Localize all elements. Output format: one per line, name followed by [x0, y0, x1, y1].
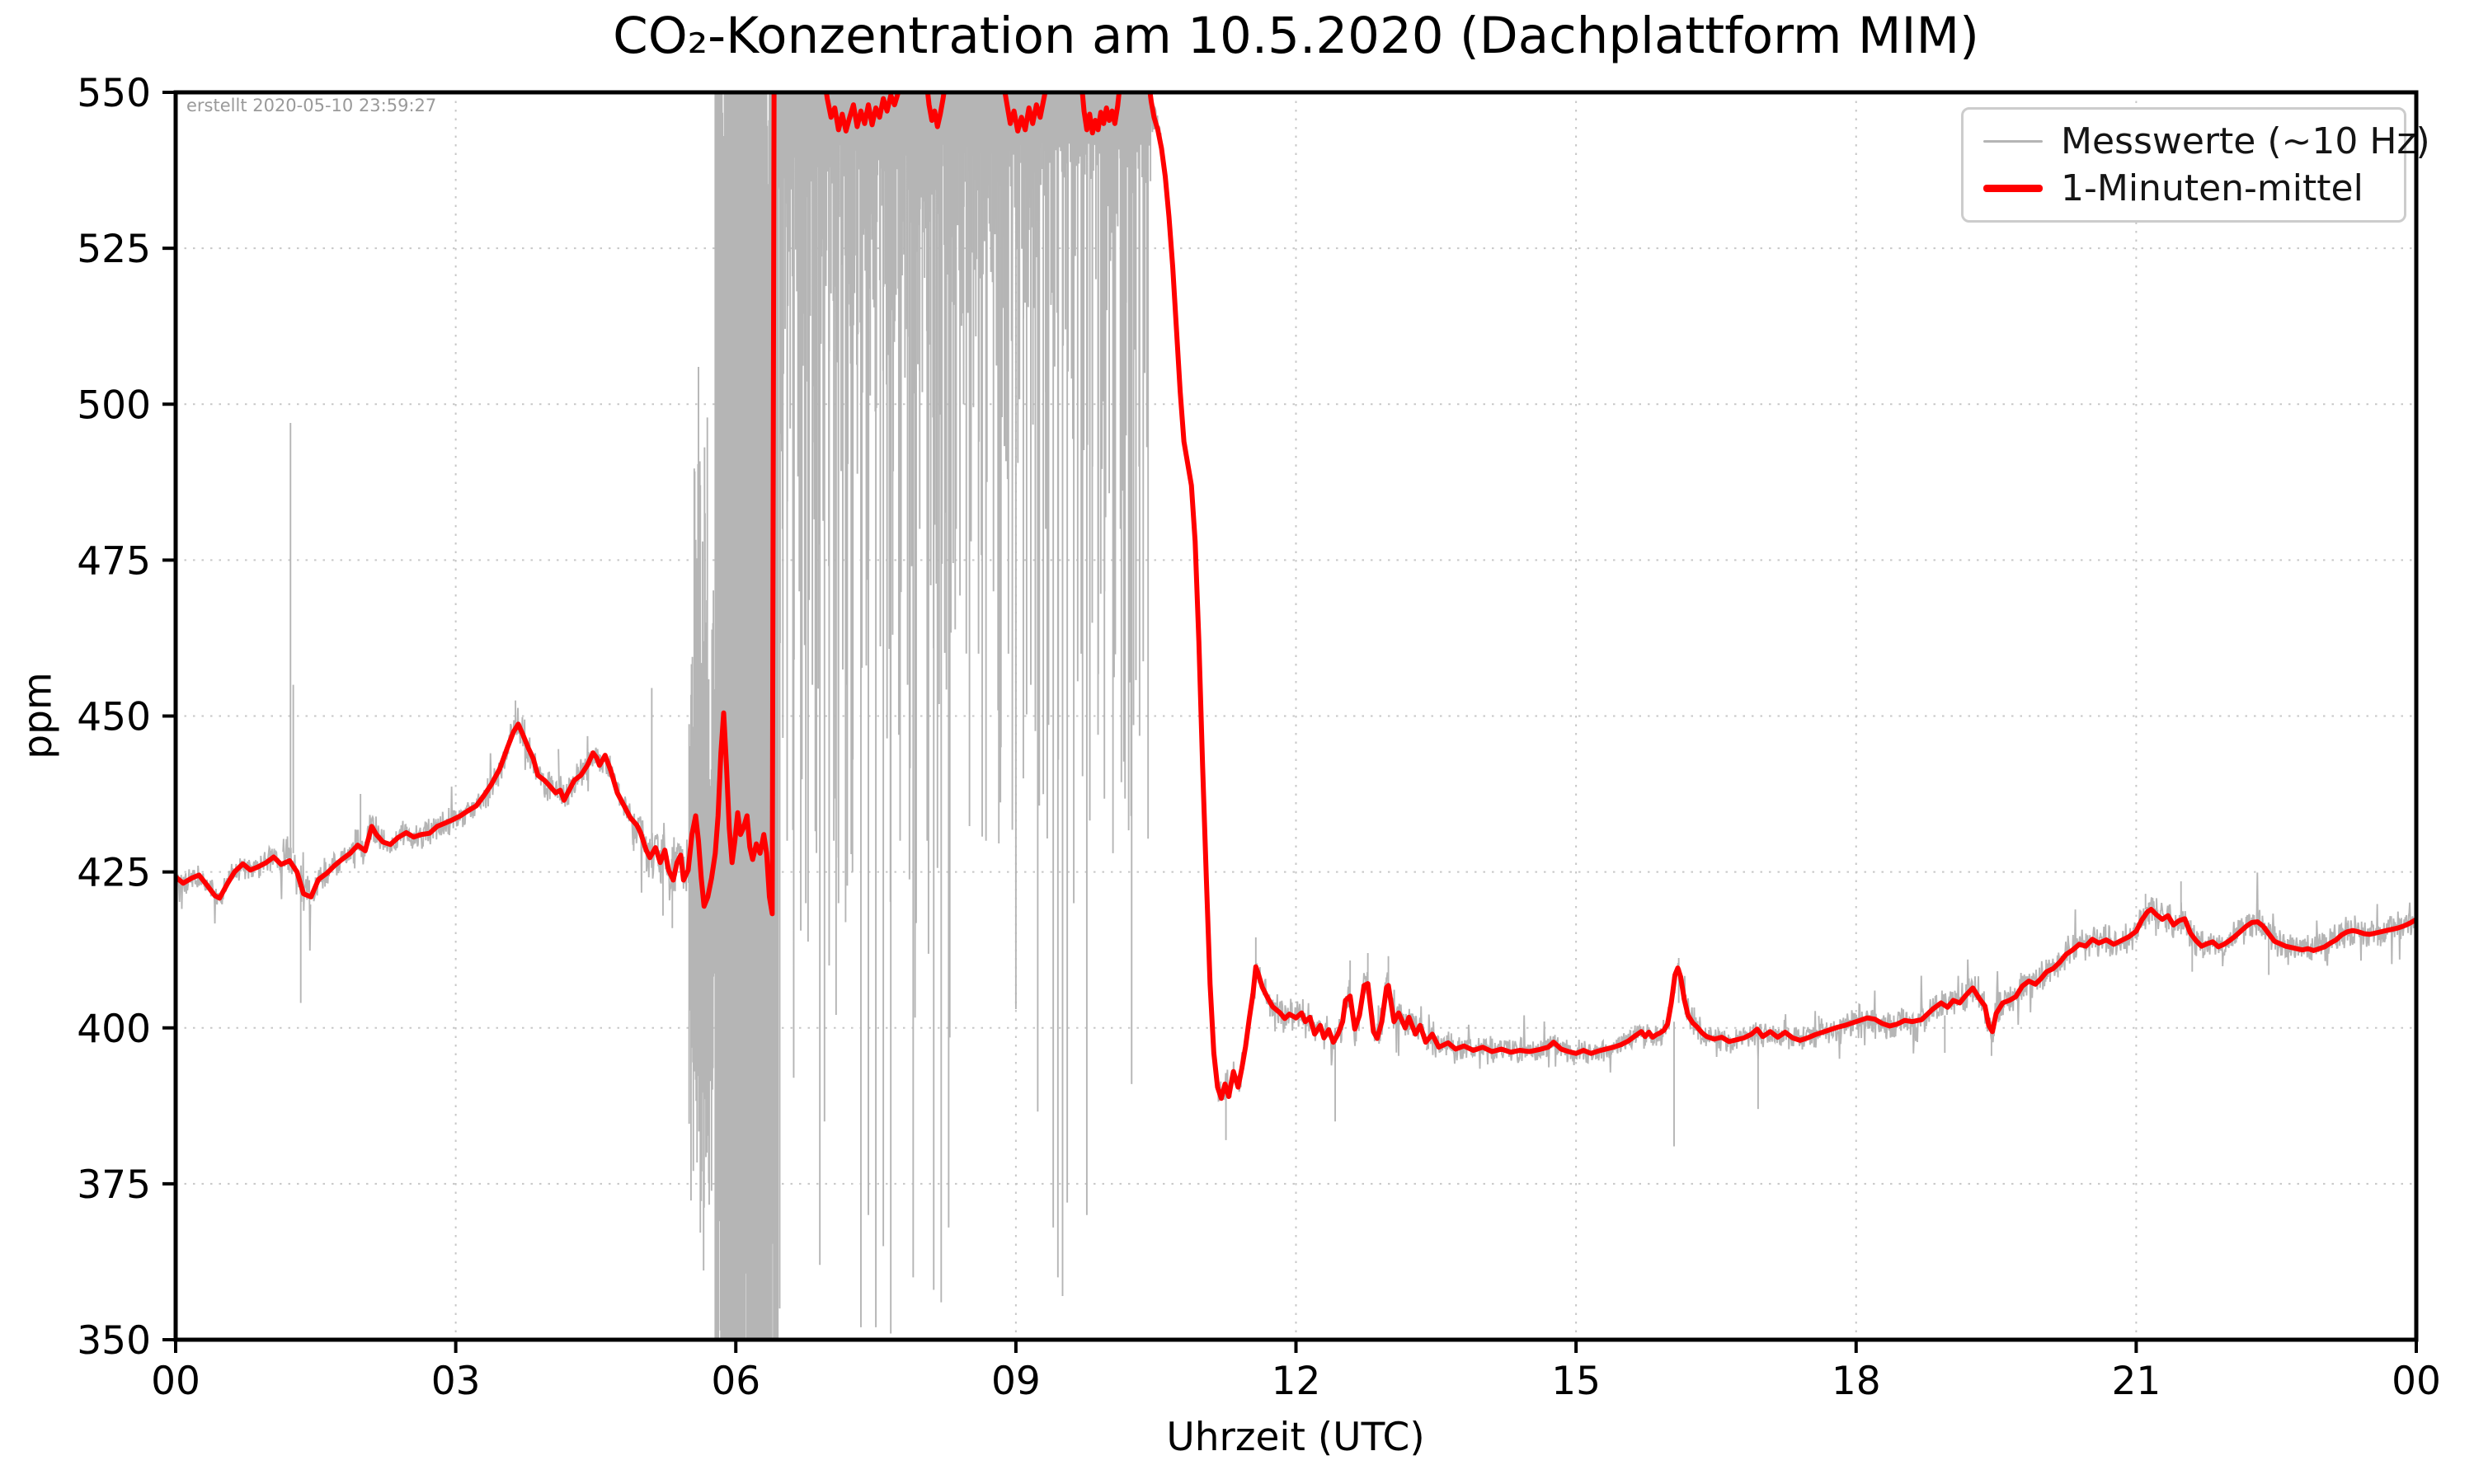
y-tick-label: 375: [77, 1162, 151, 1208]
legend-entry-mean: 1-Minuten-mittel: [1964, 167, 2404, 209]
y-tick-label: 400: [77, 1007, 151, 1052]
x-tick-label: 09: [991, 1359, 1041, 1404]
y-tick-label: 500: [77, 383, 151, 428]
mean-series-line-sample: [1983, 185, 2043, 193]
y-tick-label: 475: [77, 538, 151, 584]
chart-title: CO₂-Konzentration am 10.5.2020 (Dachplat…: [613, 7, 1979, 65]
raw-series-path: [176, 92, 2416, 1340]
gridlines: [175, 92, 2417, 1341]
y-tick-label: 350: [77, 1318, 151, 1364]
x-tick-label: 00: [151, 1359, 200, 1404]
legend-entry-raw: Messwerte (~10 Hz): [1964, 120, 2430, 162]
x-tick-label: 18: [1832, 1359, 1881, 1404]
axis-tick-labels: 00 03 06 09 12 15 18 21 003503754004254504755005…: [77, 71, 2441, 1404]
legend-label-raw: Messwerte (~10 Hz): [2061, 120, 2430, 162]
x-tick-label: 03: [431, 1359, 481, 1404]
y-axis-label: ppm: [15, 672, 61, 759]
y-tick-label: 450: [77, 695, 151, 740]
axis-ticks: [162, 91, 2418, 1353]
x-tick-label: 15: [1551, 1359, 1601, 1404]
x-tick-label: 00: [2392, 1359, 2441, 1404]
y-tick-label: 550: [77, 71, 151, 116]
y-tick-label: 525: [77, 227, 151, 272]
y-tick-label: 425: [77, 851, 151, 896]
x-tick-label: 06: [711, 1359, 760, 1404]
legend: Messwerte (~10 Hz) 1-Minuten-mittel: [1961, 107, 2430, 223]
x-axis-label: Uhrzeit (UTC): [1166, 1415, 1425, 1460]
raw-series-line-sample: [1983, 139, 2043, 143]
x-tick-label: 12: [1272, 1359, 1321, 1404]
x-tick-label: 21: [2111, 1359, 2161, 1404]
legend-label-mean: 1-Minuten-mittel: [2061, 167, 2363, 210]
mean-series-path: [176, 92, 2416, 1101]
created-annotation: erstellt 2020-05-10 23:59:27: [186, 96, 437, 115]
